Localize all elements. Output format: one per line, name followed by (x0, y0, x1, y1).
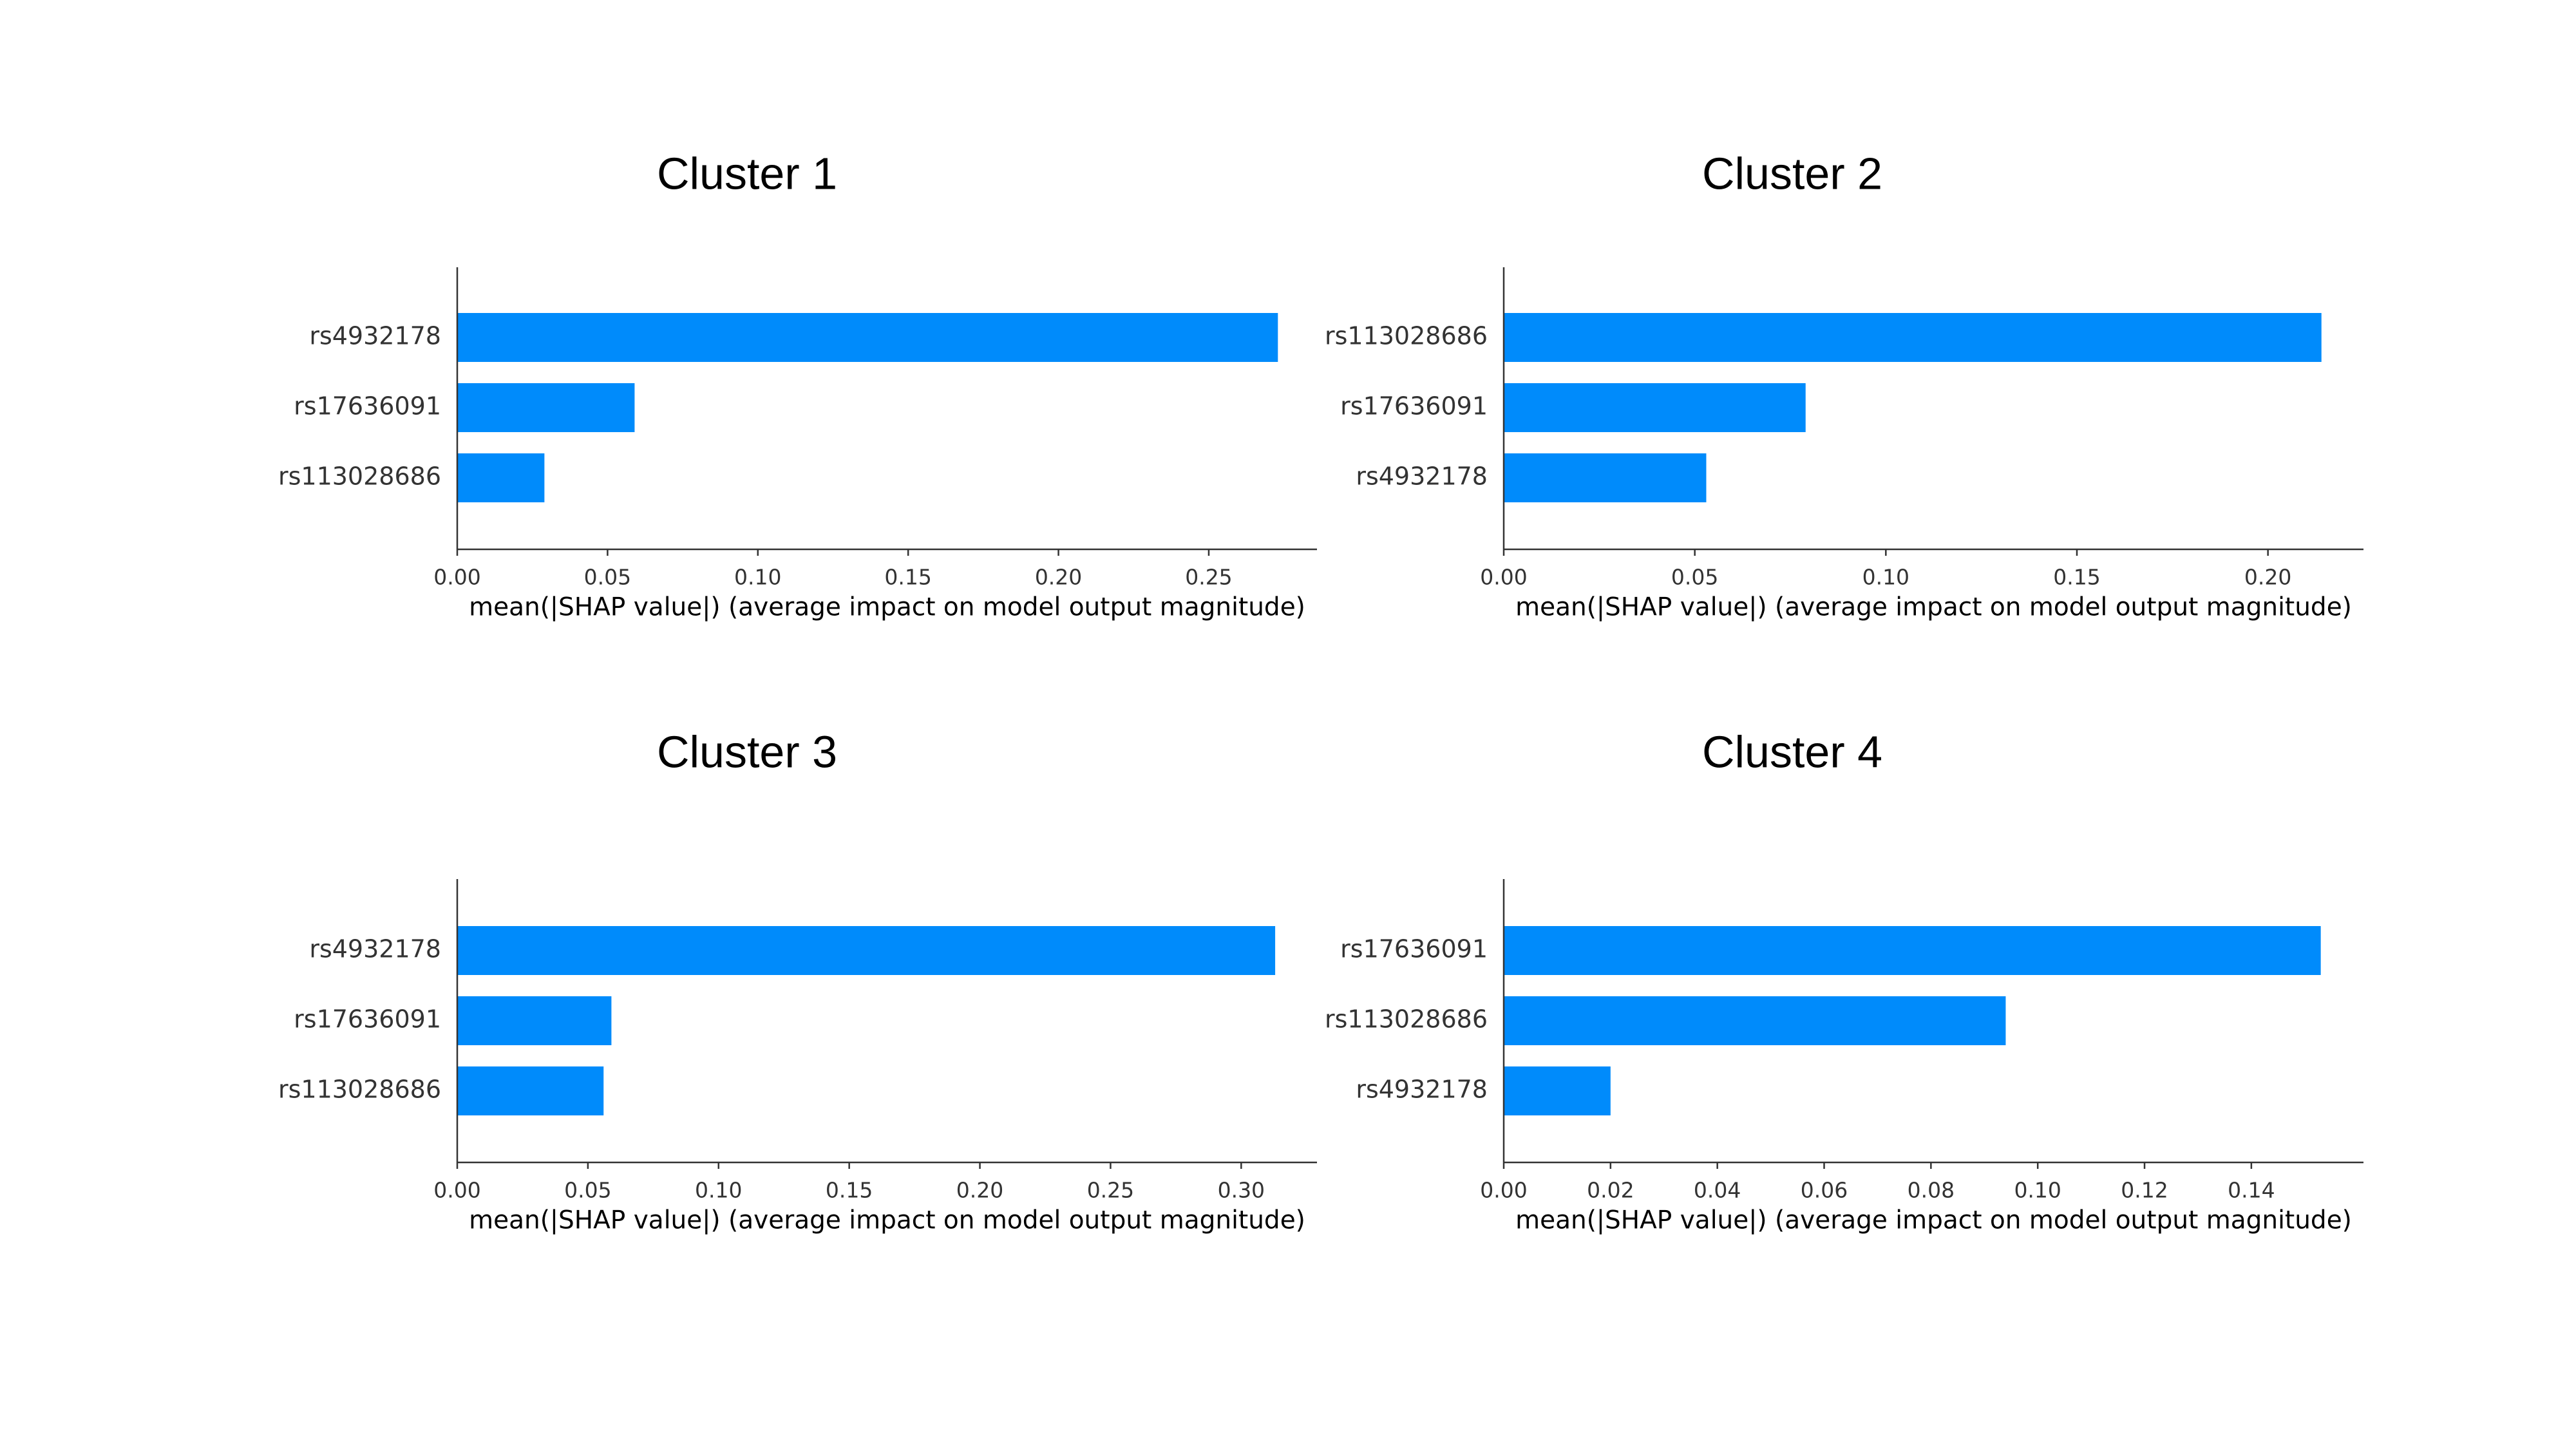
bar-rs113028686 (1504, 313, 2322, 362)
x-tick-label: 0.05 (584, 565, 631, 590)
x-tick-label: 0.15 (2053, 565, 2100, 590)
x-tick-label: 0.12 (2121, 1178, 2168, 1203)
bar-rs17636091 (1504, 926, 2321, 975)
x-tick-label: 0.04 (1694, 1178, 1741, 1203)
y-tick-label: rs4932178 (1356, 1075, 1488, 1104)
y-tick-label: rs4932178 (309, 322, 441, 350)
x-axis-label: mean(|SHAP value|) (average impact on mo… (1515, 593, 2352, 622)
x-tick-label: 0.30 (1218, 1178, 1265, 1203)
x-axis-label: mean(|SHAP value|) (average impact on mo… (1515, 1206, 2352, 1235)
y-tick-label: rs17636091 (1340, 392, 1488, 421)
x-tick-label: 0.25 (1087, 1178, 1134, 1203)
y-tick-label: rs113028686 (278, 1075, 441, 1104)
x-tick-label: 0.10 (695, 1178, 742, 1203)
bar-rs4932178 (457, 313, 1278, 362)
chart-panel-4: Cluster 4 rs17636091 rs113028686 rs4932178 0… (1325, 726, 2363, 1235)
bar-rs4932178 (1504, 453, 1707, 502)
bar-rs113028686 (457, 453, 545, 502)
bar-rs113028686 (1504, 996, 2006, 1045)
y-tick-label: rs17636091 (294, 1005, 441, 1034)
chart-title: Cluster 2 (1702, 148, 1882, 198)
y-tick-label: rs4932178 (1356, 462, 1488, 491)
x-axis-label: mean(|SHAP value|) (average impact on mo… (469, 1206, 1305, 1235)
x-tick-label: 0.20 (956, 1178, 1003, 1203)
x-tick-label: 0.08 (1908, 1178, 1955, 1203)
x-tick-label: 0.10 (734, 565, 781, 590)
x-tick-label: 0.00 (433, 1178, 480, 1203)
x-tick-label: 0.10 (1862, 565, 1909, 590)
x-tick-label: 0.15 (826, 1178, 873, 1203)
x-tick-label: 0.10 (2014, 1178, 2061, 1203)
x-tick-label: 0.00 (433, 565, 480, 590)
x-tick-label: 0.06 (1801, 1178, 1848, 1203)
bar-rs4932178 (457, 926, 1276, 975)
x-axis-label: mean(|SHAP value|) (average impact on mo… (469, 593, 1305, 622)
x-tick-label: 0.00 (1480, 1178, 1527, 1203)
chart-panel-3: Cluster 3 rs4932178 rs17636091 rs113028686 0… (278, 726, 1317, 1235)
chart-panel-1: Cluster 1 rs4932178 rs17636091 rs113028686 0… (278, 148, 1317, 622)
chart-panel-2: Cluster 2 rs113028686 rs17636091 rs4932178 0… (1325, 148, 2363, 622)
y-tick-label: rs17636091 (294, 392, 441, 421)
x-tick-label: 0.15 (884, 565, 931, 590)
x-tick-label: 0.05 (1671, 565, 1718, 590)
bar-rs17636091 (1504, 383, 1806, 432)
x-tick-label: 0.00 (1480, 565, 1527, 590)
x-tick-label: 0.20 (2244, 565, 2291, 590)
x-tick-label: 0.25 (1185, 565, 1232, 590)
y-tick-label: rs113028686 (1325, 1005, 1488, 1034)
x-tick-label: 0.02 (1587, 1178, 1634, 1203)
bar-rs113028686 (457, 1066, 604, 1115)
bar-rs17636091 (457, 996, 612, 1045)
x-tick-label: 0.20 (1035, 565, 1082, 590)
x-tick-label: 0.14 (2228, 1178, 2275, 1203)
bar-rs17636091 (457, 383, 635, 432)
y-tick-label: rs113028686 (278, 462, 441, 491)
y-tick-label: rs113028686 (1325, 322, 1488, 350)
chart-title: Cluster 4 (1702, 726, 1882, 777)
y-tick-label: rs4932178 (309, 935, 441, 963)
bar-rs4932178 (1504, 1066, 1611, 1115)
chart-title: Cluster 3 (657, 726, 837, 777)
x-tick-label: 0.05 (564, 1178, 611, 1203)
y-tick-label: rs17636091 (1340, 935, 1488, 963)
chart-title: Cluster 1 (657, 148, 837, 198)
